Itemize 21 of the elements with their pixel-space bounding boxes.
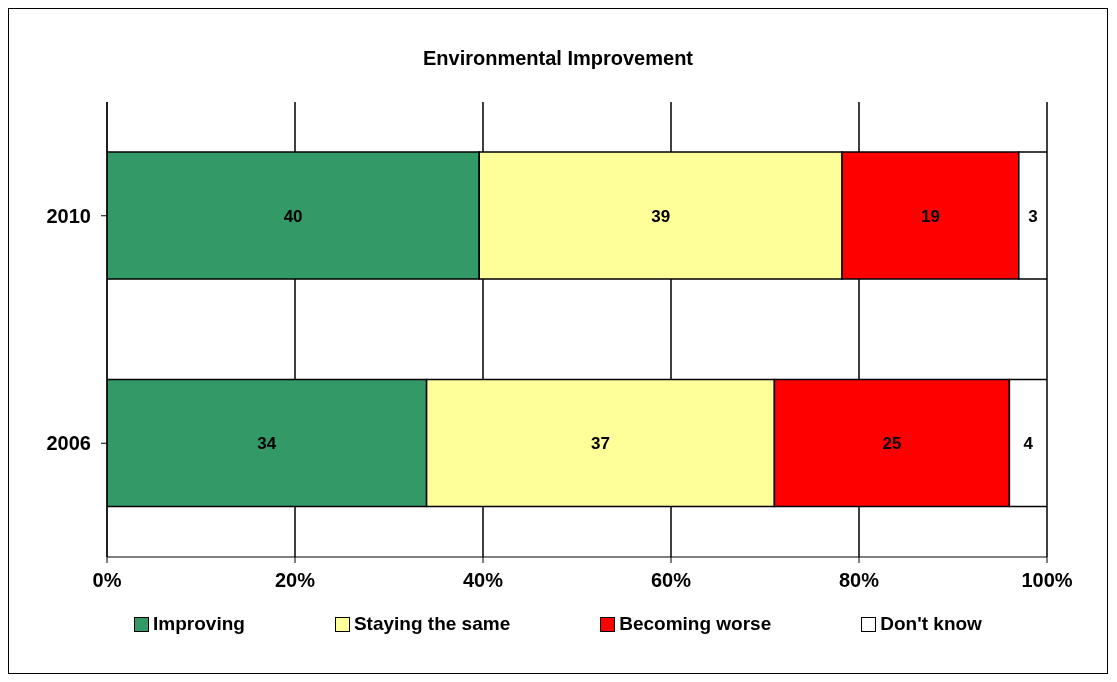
- x-tick-label: 60%: [650, 569, 692, 592]
- y-tick-label: 2010: [46, 204, 91, 227]
- x-tick-label: 0%: [92, 569, 122, 592]
- x-tick-label: 40%: [462, 569, 504, 592]
- data-label: 34: [257, 434, 277, 454]
- chart-title: Environmental Improvement: [421, 46, 695, 71]
- legend-label: Improving: [153, 613, 245, 635]
- x-tick-label: 80%: [838, 569, 880, 592]
- y-tick-label: 2006: [46, 432, 91, 455]
- x-tick-label: 100%: [1021, 569, 1073, 592]
- data-label: 40: [283, 206, 303, 226]
- data-label: 4: [1023, 434, 1034, 454]
- data-label: 39: [651, 206, 671, 226]
- data-label: 3: [1028, 206, 1038, 226]
- data-label: 37: [591, 434, 610, 454]
- legend-label: Staying the same: [353, 613, 511, 635]
- legend-label: Don't know: [880, 613, 982, 635]
- data-label: 19: [920, 206, 940, 226]
- legend-label: Becoming worse: [619, 613, 772, 635]
- x-tick-label: 20%: [274, 569, 316, 592]
- data-label: 25: [882, 434, 902, 454]
